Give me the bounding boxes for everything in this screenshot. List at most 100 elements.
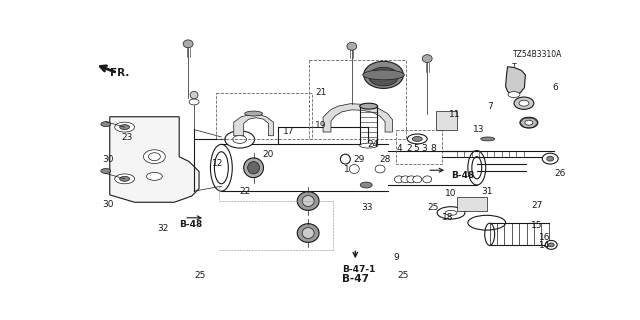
- Text: B-47: B-47: [342, 275, 369, 284]
- Text: 4: 4: [396, 144, 402, 153]
- Ellipse shape: [364, 61, 403, 88]
- Text: 6: 6: [552, 83, 558, 92]
- Ellipse shape: [297, 224, 319, 243]
- Ellipse shape: [468, 215, 506, 230]
- Ellipse shape: [302, 196, 314, 206]
- Ellipse shape: [120, 124, 129, 130]
- Text: 16: 16: [540, 233, 551, 242]
- Ellipse shape: [519, 100, 529, 106]
- Text: 22: 22: [240, 188, 251, 196]
- Ellipse shape: [375, 165, 385, 173]
- Text: 7: 7: [486, 102, 492, 111]
- Text: 11: 11: [449, 110, 461, 119]
- Ellipse shape: [412, 136, 422, 141]
- Text: 21: 21: [315, 88, 326, 97]
- Ellipse shape: [548, 243, 554, 247]
- Ellipse shape: [101, 122, 111, 127]
- Ellipse shape: [407, 176, 416, 183]
- Ellipse shape: [302, 228, 314, 238]
- Text: 8: 8: [430, 144, 436, 153]
- Ellipse shape: [225, 131, 255, 148]
- Polygon shape: [506, 67, 525, 95]
- Ellipse shape: [115, 122, 134, 132]
- Ellipse shape: [545, 240, 557, 249]
- Text: 25: 25: [397, 271, 409, 280]
- Ellipse shape: [520, 117, 538, 128]
- Ellipse shape: [183, 40, 193, 48]
- Text: 25: 25: [194, 271, 205, 280]
- Text: 25: 25: [428, 204, 438, 212]
- Text: 2: 2: [406, 144, 412, 153]
- Ellipse shape: [360, 103, 378, 109]
- Text: 9: 9: [393, 253, 399, 262]
- Text: 17: 17: [284, 127, 295, 136]
- Text: 30: 30: [102, 155, 113, 164]
- Ellipse shape: [360, 143, 378, 148]
- Ellipse shape: [437, 207, 465, 219]
- Text: 3: 3: [421, 144, 427, 153]
- Text: 30: 30: [102, 200, 113, 209]
- Text: 27: 27: [531, 201, 543, 210]
- Text: B-48: B-48: [451, 171, 474, 180]
- Ellipse shape: [369, 67, 399, 86]
- Ellipse shape: [244, 111, 262, 116]
- Text: 33: 33: [361, 204, 372, 212]
- Ellipse shape: [190, 92, 198, 99]
- Polygon shape: [323, 104, 392, 132]
- Ellipse shape: [120, 176, 129, 181]
- Text: 31: 31: [482, 188, 493, 196]
- Bar: [309, 60, 406, 139]
- Ellipse shape: [445, 210, 457, 215]
- Ellipse shape: [115, 174, 134, 184]
- Ellipse shape: [408, 134, 428, 144]
- Ellipse shape: [349, 164, 359, 173]
- Polygon shape: [234, 114, 273, 136]
- Text: 12: 12: [212, 159, 223, 168]
- Text: 26: 26: [554, 170, 566, 179]
- Ellipse shape: [297, 192, 319, 210]
- Ellipse shape: [401, 176, 410, 183]
- Bar: [396, 130, 442, 164]
- Text: 28: 28: [380, 155, 391, 164]
- Text: 18: 18: [442, 213, 454, 222]
- Text: 19: 19: [315, 121, 326, 130]
- Ellipse shape: [481, 137, 495, 141]
- Text: FR.: FR.: [110, 68, 129, 78]
- Text: 5: 5: [413, 144, 419, 153]
- Ellipse shape: [413, 176, 422, 183]
- Ellipse shape: [363, 70, 404, 80]
- Ellipse shape: [514, 97, 534, 109]
- Ellipse shape: [101, 169, 111, 173]
- Text: 13: 13: [473, 124, 484, 134]
- Text: 20: 20: [262, 150, 274, 159]
- Ellipse shape: [542, 153, 558, 164]
- Polygon shape: [110, 117, 199, 202]
- Ellipse shape: [233, 135, 246, 143]
- Ellipse shape: [525, 120, 533, 125]
- Text: B-47-1: B-47-1: [342, 265, 375, 274]
- Ellipse shape: [244, 158, 264, 178]
- Ellipse shape: [423, 176, 431, 183]
- Text: 14: 14: [540, 241, 550, 250]
- Ellipse shape: [422, 55, 432, 62]
- Text: 29: 29: [354, 155, 365, 164]
- Text: TZ54B3310A: TZ54B3310A: [513, 50, 562, 59]
- Ellipse shape: [248, 162, 260, 174]
- Text: 1: 1: [344, 164, 350, 173]
- Polygon shape: [436, 111, 457, 130]
- Ellipse shape: [547, 156, 554, 161]
- Text: 15: 15: [531, 221, 543, 230]
- Text: B-48: B-48: [179, 220, 202, 228]
- Ellipse shape: [360, 182, 372, 188]
- Ellipse shape: [143, 150, 165, 164]
- Ellipse shape: [347, 42, 356, 50]
- Ellipse shape: [508, 92, 520, 98]
- Text: 10: 10: [445, 189, 456, 198]
- Ellipse shape: [147, 172, 163, 180]
- Text: 32: 32: [157, 224, 168, 233]
- Bar: [457, 197, 486, 211]
- Ellipse shape: [394, 176, 403, 183]
- Ellipse shape: [189, 99, 199, 105]
- Ellipse shape: [340, 154, 350, 164]
- Bar: [216, 92, 312, 139]
